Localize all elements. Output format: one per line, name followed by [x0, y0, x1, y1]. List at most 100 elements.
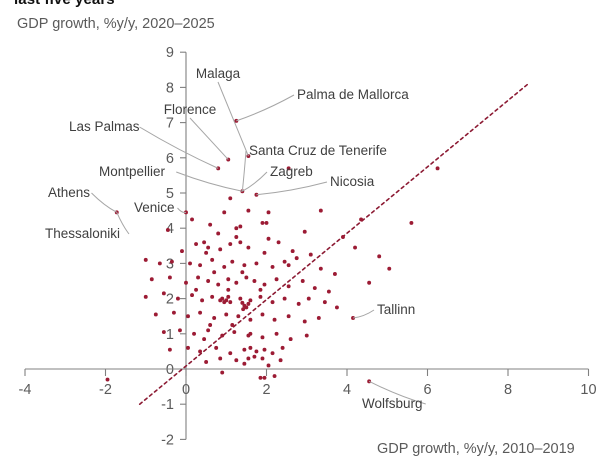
data-point: [367, 280, 372, 285]
data-point: [216, 282, 221, 287]
point-label: Malaga: [196, 66, 241, 81]
data-point: [351, 316, 355, 320]
data-point: [149, 277, 154, 282]
data-point: [272, 374, 277, 378]
point-label: Palma de Mallorca: [297, 87, 409, 102]
y-tick-label: -1: [161, 397, 174, 413]
data-point: [286, 314, 291, 319]
y-axis-title: GDP growth, %y/y, 2020–2025: [17, 16, 215, 32]
data-point: [165, 228, 170, 232]
x-tick-label: 8: [504, 382, 512, 398]
data-point: [234, 235, 239, 239]
data-point: [266, 363, 271, 368]
data-point: [242, 263, 247, 268]
data-point: [258, 375, 263, 380]
point-labels: Malaga Palma de Mallorca Florence Las Palma…: [45, 66, 423, 411]
data-point: [326, 289, 331, 294]
data-point: [332, 272, 337, 276]
data-point: [198, 310, 203, 315]
data-point: [334, 305, 339, 310]
data-point: [190, 217, 194, 222]
y-tick-label: 7: [166, 116, 174, 132]
data-point: [238, 296, 243, 301]
data-point: [272, 317, 277, 322]
data-point: [252, 354, 257, 359]
data-point: [236, 314, 241, 319]
data-point: [318, 266, 323, 271]
point-label: Zagreb: [270, 164, 313, 179]
data-point: [290, 249, 295, 254]
point-label: Florence: [164, 102, 217, 117]
data-point: [228, 242, 233, 246]
data-point: [194, 242, 199, 246]
data-point: [241, 307, 246, 312]
data-point: [322, 300, 327, 305]
data-point: [204, 250, 209, 255]
data-point: [192, 331, 196, 336]
data-point: [210, 257, 215, 262]
data-point: [230, 323, 235, 327]
point-label: Tallinn: [377, 302, 415, 317]
data-point: [341, 235, 345, 239]
x-tick-label: 6: [423, 382, 431, 398]
data-point: [318, 208, 323, 213]
y-tick-label: 6: [166, 151, 174, 167]
data-point: [232, 330, 237, 334]
x-axis-title: GDP growth, %y/y, 2010–2019: [377, 441, 575, 457]
data-point: [184, 280, 188, 285]
data-point: [246, 208, 251, 213]
data-point: [218, 247, 223, 252]
data-point: [300, 279, 305, 283]
data-point: [248, 331, 253, 336]
data-point: [248, 317, 253, 322]
data-point: [274, 331, 279, 336]
data-point: [312, 286, 317, 290]
y-tick-label: 0: [166, 362, 174, 378]
point-label: Thessaloniki: [45, 226, 120, 241]
data-point: [306, 296, 311, 301]
point-label: Nicosia: [330, 174, 375, 189]
data-point: [208, 323, 213, 327]
data-point: [270, 264, 275, 269]
data-point: [216, 231, 221, 236]
data-point: [226, 277, 231, 282]
data-point: [222, 210, 227, 215]
x-tick-label: -4: [19, 382, 32, 398]
data-point: [220, 333, 225, 338]
data-point: [176, 296, 180, 301]
x-tick-label: -2: [99, 382, 112, 398]
y-tick-label: 1: [166, 327, 174, 343]
data-point: [248, 345, 253, 350]
data-point: [194, 287, 199, 292]
data-point: [258, 294, 263, 299]
x-tick-label: 0: [182, 382, 190, 398]
data-point: [212, 316, 217, 320]
x-tick-label: 2: [262, 382, 270, 398]
data-point: [238, 240, 243, 245]
point-label: Santa Cruz de Tenerife: [249, 143, 387, 158]
data-point: [180, 249, 184, 254]
data-point: [264, 220, 269, 225]
data-point: [226, 287, 231, 292]
data-point: [143, 294, 148, 299]
data-point: [435, 166, 440, 171]
data-point: [200, 298, 205, 303]
data-point: [153, 312, 158, 317]
point-label: Montpellier: [99, 164, 166, 179]
data-point: [282, 259, 287, 264]
data-point: [143, 257, 148, 262]
data-point: [161, 330, 166, 334]
data-point: [278, 358, 283, 363]
x-tick-label: 10: [580, 382, 596, 398]
data-point: [246, 301, 251, 306]
data-point: [186, 345, 190, 350]
y-tick-label: 3: [166, 256, 174, 272]
data-point: [260, 356, 265, 361]
data-point: [377, 254, 382, 259]
data-point: [202, 240, 207, 245]
data-point: [387, 266, 392, 271]
data-point: [270, 300, 275, 305]
data-point: [308, 252, 313, 257]
data-point: [220, 370, 225, 375]
data-point: [276, 240, 281, 245]
